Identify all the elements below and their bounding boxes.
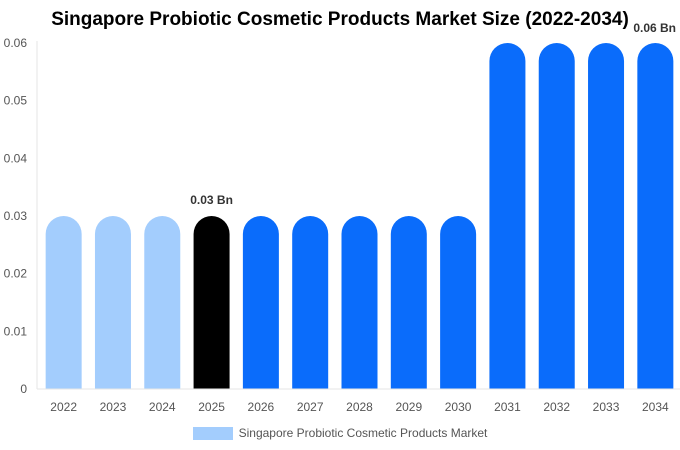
data-label: 0.06 Bn (633, 21, 676, 35)
legend-swatch (192, 426, 233, 440)
bar-2028[interactable] (341, 216, 378, 389)
bar-2031[interactable] (489, 42, 526, 389)
x-tick-label: 2022 (50, 400, 77, 414)
x-tick-label: 2031 (494, 400, 521, 414)
chart-title: Singapore Probiotic Cosmetic Products Ma… (51, 9, 629, 30)
legend[interactable]: Singapore Probiotic Cosmetic Products Ma… (0, 426, 680, 440)
bar-2022[interactable] (45, 216, 82, 389)
y-tick-label: 0.02 (4, 267, 28, 281)
x-tick-label: 2027 (297, 400, 324, 414)
bars (45, 42, 674, 389)
y-tick-label: 0.06 (4, 36, 28, 50)
bar-2034[interactable] (637, 43, 674, 389)
data-labels: 0.03 Bn 0.06 Bn (190, 21, 676, 207)
data-label: 0.03 Bn (190, 193, 233, 207)
y-tick-label: 0.05 (4, 94, 28, 108)
x-tick-label: 2033 (593, 400, 620, 414)
bar-2029[interactable] (390, 216, 427, 389)
bar-2025[interactable] (193, 216, 230, 389)
legend-label: Singapore Probiotic Cosmetic Products Ma… (238, 426, 488, 440)
x-tick-label: 2028 (346, 400, 373, 414)
y-tick-label: 0 (20, 382, 27, 396)
bar-2027[interactable] (292, 216, 329, 389)
x-tick-label: 2025 (198, 400, 225, 414)
x-tick-label: 2029 (395, 400, 422, 414)
x-tick-label: 2026 (248, 400, 275, 414)
x-axis: 2022 2023 2024 2025 2026 2027 2028 2029 2030 2031… (37, 388, 680, 414)
y-axis: 0 0.01 0.02 0.03 0.04 0.05 0.06 (4, 36, 38, 396)
bar-2026[interactable] (242, 216, 279, 389)
x-tick-label: 2030 (445, 400, 472, 414)
x-tick-label: 2023 (100, 400, 127, 414)
bar-2023[interactable] (94, 216, 131, 389)
bar-2032[interactable] (538, 43, 575, 389)
bar-2033[interactable] (588, 43, 625, 389)
y-tick-label: 0.03 (4, 209, 28, 223)
y-tick-label: 0.01 (4, 324, 28, 338)
x-tick-label: 2032 (543, 400, 570, 414)
x-tick-label: 2024 (149, 400, 176, 414)
bar-2030[interactable] (440, 216, 477, 389)
x-tick-label: 2034 (642, 400, 669, 414)
y-tick-label: 0.04 (4, 151, 28, 165)
bar-2024[interactable] (144, 216, 181, 389)
